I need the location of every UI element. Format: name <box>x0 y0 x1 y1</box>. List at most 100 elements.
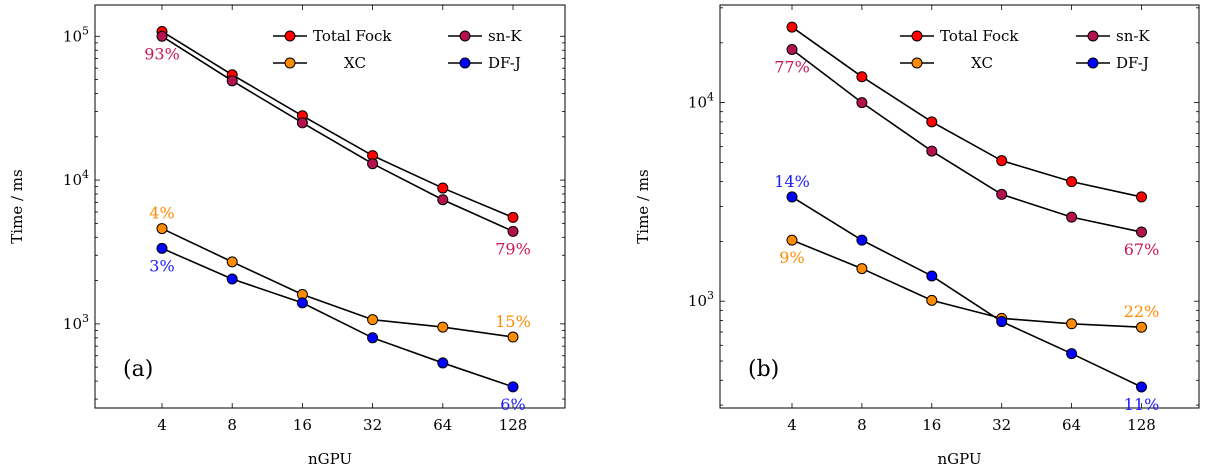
data-point-xc <box>507 331 519 343</box>
plot-frame <box>94 4 566 409</box>
data-point-snk <box>1066 211 1078 223</box>
y-tick-label: 103 <box>688 289 714 310</box>
y-tick-label-exponent: 4 <box>707 91 714 104</box>
legend-label-snk: sn-K <box>1116 27 1150 45</box>
legend-label-xc: XC <box>971 54 993 72</box>
data-point-total <box>926 116 938 128</box>
percentage-label: 14% <box>774 172 810 191</box>
legend-label-dfj: DF-J <box>488 54 521 72</box>
data-point-total <box>507 211 519 223</box>
series-line-snk <box>161 35 514 233</box>
data-point-total <box>856 71 868 83</box>
data-point-snk <box>296 117 308 129</box>
panel-label: (b) <box>748 357 779 382</box>
legend: Total Fock sn-K XC DF-J <box>273 27 522 72</box>
legend-marker-total <box>284 30 296 42</box>
data-point-dfj <box>1066 348 1078 360</box>
y-axis-title: Time / ms <box>8 169 26 243</box>
y-tick-label-base: 10 <box>688 94 707 112</box>
legend-marker-snk <box>459 30 471 42</box>
percentage-label: 79% <box>495 239 531 258</box>
x-axis-title: nGPU <box>937 450 981 468</box>
y-tick-label-base: 10 <box>688 292 707 310</box>
y-tick-label-exponent: 3 <box>82 312 89 325</box>
data-point-xc <box>856 263 868 275</box>
y-tick-label-base: 10 <box>63 171 82 189</box>
x-tick-label: 128 <box>1127 416 1156 434</box>
legend-label-dfj: DF-J <box>1116 54 1149 72</box>
percentage-label: 11% <box>1124 395 1160 414</box>
x-tick-label: 4 <box>787 416 797 434</box>
data-point-xc <box>926 294 938 306</box>
y-tick-label-base: 10 <box>63 315 82 333</box>
legend-marker-total <box>911 30 923 42</box>
data-point-dfj <box>1136 381 1147 393</box>
legend-label-total: Total Fock <box>940 27 1019 45</box>
x-tick-label: 64 <box>1062 416 1081 434</box>
legend-marker-dfj <box>459 57 471 69</box>
series-line-xc <box>791 239 1142 328</box>
data-point-dfj <box>226 273 238 285</box>
series-line-total <box>791 26 1142 198</box>
series-line-dfj <box>791 196 1142 388</box>
data-point-snk <box>367 158 379 170</box>
y-tick-label: 105 <box>63 24 89 45</box>
legend-label-snk: sn-K <box>488 27 522 45</box>
x-tick-label: 4 <box>157 416 167 434</box>
data-point-xc <box>786 234 798 246</box>
data-point-total <box>1066 176 1078 188</box>
percentage-label: 15% <box>495 312 531 331</box>
x-tick-label: 8 <box>227 416 237 434</box>
data-point-total <box>996 155 1008 167</box>
data-point-xc <box>156 223 168 235</box>
percentage-label: 93% <box>144 44 180 63</box>
y-tick-label-exponent: 3 <box>707 289 714 302</box>
legend-marker-snk <box>1087 30 1099 42</box>
data-point-snk <box>156 30 168 42</box>
x-tick-label: 64 <box>433 416 452 434</box>
data-point-snk <box>1136 226 1147 238</box>
series-line-total <box>161 30 514 219</box>
y-axis-title: Time / ms <box>634 169 652 243</box>
data-point-dfj <box>296 297 308 309</box>
legend-marker-xc <box>284 57 296 69</box>
data-point-dfj <box>926 270 938 282</box>
data-point-dfj <box>856 234 868 246</box>
x-tick-label: 16 <box>293 416 312 434</box>
y-tick-label: 103 <box>63 312 89 333</box>
y-tick-label-base: 10 <box>63 27 82 45</box>
data-point-xc <box>437 321 449 333</box>
percentage-label: 9% <box>779 248 804 267</box>
data-point-dfj <box>996 316 1008 328</box>
x-tick-label: 16 <box>922 416 941 434</box>
data-point-snk <box>507 225 519 237</box>
data-point-snk <box>226 75 238 87</box>
data-point-total <box>437 182 449 194</box>
data-point-snk <box>437 194 449 206</box>
data-point-total <box>1136 191 1147 203</box>
percentage-label: 77% <box>774 58 810 77</box>
y-tick-label: 104 <box>688 91 714 112</box>
legend: Total Fock sn-K XC DF-J <box>900 27 1150 72</box>
panel-label: (a) <box>123 357 153 382</box>
series-line-dfj <box>161 247 514 388</box>
x-tick-label: 32 <box>363 416 382 434</box>
legend-label-xc: XC <box>344 54 366 72</box>
data-point-snk <box>786 44 798 56</box>
data-point-xc <box>1066 318 1078 330</box>
y-tick-label-exponent: 5 <box>82 24 89 37</box>
percentage-label: 3% <box>149 256 174 275</box>
x-tick-label: 32 <box>992 416 1011 434</box>
legend-label-total: Total Fock <box>313 27 392 45</box>
data-point-xc <box>1136 321 1147 333</box>
data-point-dfj <box>786 191 798 203</box>
percentage-label: 67% <box>1124 240 1160 259</box>
data-point-snk <box>926 145 938 157</box>
data-point-dfj <box>156 242 168 254</box>
x-axis-title: nGPU <box>308 450 352 468</box>
data-point-snk <box>996 188 1008 200</box>
series-line-snk <box>791 48 1142 233</box>
data-point-dfj <box>507 381 519 393</box>
